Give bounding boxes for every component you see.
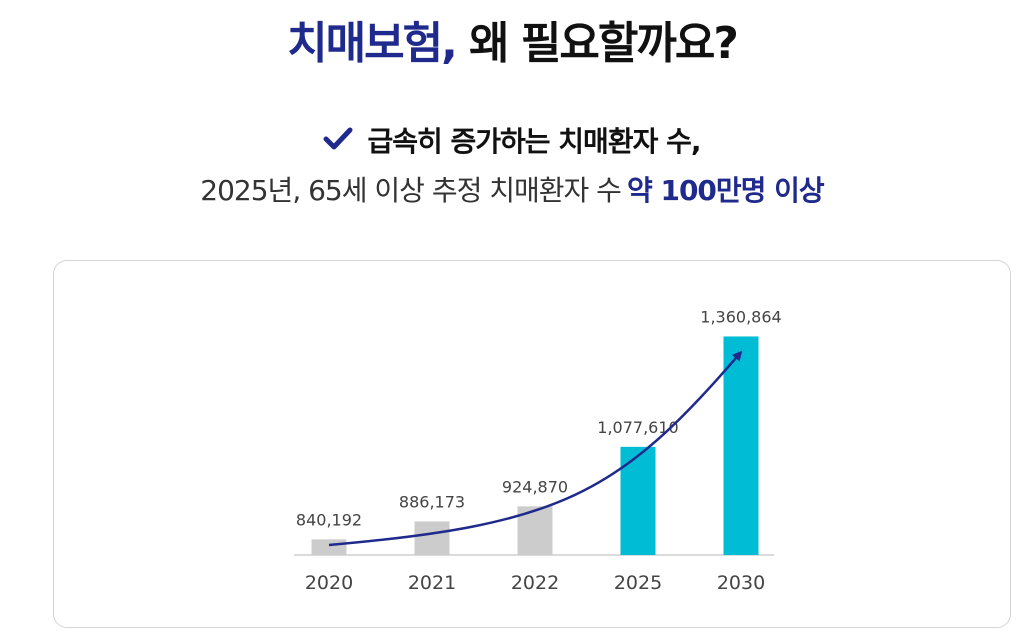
subheading-line1-text: 급속히 증가하는 치매환자 수,	[367, 125, 701, 158]
x-tick-2021: 2021	[408, 572, 456, 594]
title-highlight: 치매보험,	[287, 18, 458, 69]
bar-2020	[311, 539, 347, 555]
bar-2030	[723, 336, 759, 555]
x-tick-2025: 2025	[614, 572, 662, 594]
chart-card: 840,192 2020 886,173 2021 924,870 2022 1,077,6…	[53, 260, 1011, 628]
subheading-line2-prefix: 2025년, 65세 이상 추정 치매환자 수	[200, 174, 622, 207]
page-title: 치매보험, 왜 필요할까요?	[0, 12, 1024, 76]
bar-2025	[620, 446, 656, 555]
x-tick-2030: 2030	[717, 572, 765, 594]
title-rest: 왜 필요할까요?	[455, 18, 739, 69]
bar-chart: 840,192 2020 886,173 2021 924,870 2022 1,077,6…	[294, 307, 782, 594]
x-tick-2020: 2020	[305, 572, 353, 594]
bar-2021	[414, 521, 450, 555]
data-label-2021: 886,173	[399, 492, 465, 511]
data-label-2020: 840,192	[296, 510, 362, 529]
trend-arrow	[328, 350, 743, 547]
data-label-2025: 1,077,610	[597, 418, 678, 437]
subheading-line1: 급속히 증가하는 치매환자 수,	[0, 122, 1024, 162]
checkmark-icon	[323, 122, 353, 162]
subheading-line2-highlight: 약 100만명 이상	[626, 174, 825, 207]
data-label-2022: 924,870	[502, 477, 568, 496]
x-tick-2022: 2022	[511, 572, 559, 594]
data-label-2030: 1,360,864	[700, 307, 781, 326]
